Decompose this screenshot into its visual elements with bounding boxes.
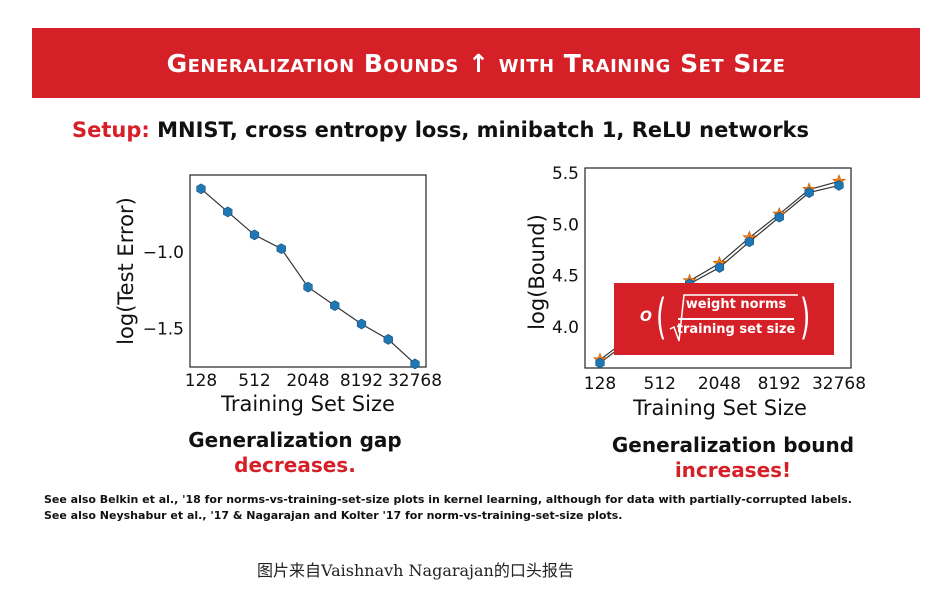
- setup-line: Setup: MNIST, cross entropy loss, miniba…: [72, 118, 809, 142]
- test-error-chart: Training Set Size log(Test Error) 128 512…: [114, 174, 442, 416]
- bound-xtick-label: 8192: [758, 374, 801, 394]
- test-error-ytick-label: −1.0: [143, 243, 184, 263]
- left-caption-line2: decreases.: [234, 453, 356, 477]
- test-error-hex-point: [223, 206, 233, 218]
- bound-ytick-label: 5.0: [552, 215, 579, 235]
- test-error-hex-point: [196, 183, 206, 195]
- test-error-hex-point: [330, 300, 340, 311]
- test-error-hex-point: [276, 243, 286, 255]
- bound-hex-point: [744, 236, 755, 248]
- reference-line-1: See also Belkin et al., '18 for norms-vs…: [44, 493, 852, 506]
- setup-text: MNIST, cross entropy loss, minibatch 1, …: [149, 118, 810, 142]
- test-error-ylabel: log(Test Error): [114, 197, 138, 345]
- bound-plot-frame: [584, 167, 852, 369]
- bound-xlabel: Training Set Size: [632, 396, 807, 420]
- bound-ytick-label: 4.0: [552, 318, 579, 338]
- test-error-xtick-label: 2048: [286, 371, 329, 391]
- sqrt-icon: [669, 294, 798, 342]
- test-error-xtick-label: 32768: [388, 371, 442, 391]
- test-error-series-line: [200, 188, 416, 365]
- big-o-symbol: O: [640, 309, 652, 325]
- bound-xtick-label: 32768: [812, 374, 866, 394]
- test-error-hex-point: [383, 334, 393, 345]
- test-error-plot-frame: [189, 174, 427, 368]
- bound-ytick-label: 5.5: [552, 164, 579, 184]
- fraction-bar: [678, 318, 794, 320]
- test-error-ytick-label: −1.5: [143, 320, 184, 340]
- right-paren: ): [800, 289, 811, 345]
- left-caption: Generalization gap decreases.: [160, 428, 430, 478]
- slide-title: Generalization Bounds ↑ with Training Se…: [166, 48, 786, 78]
- bound-xtick-label: 2048: [698, 374, 741, 394]
- bound-xtick-label: 512: [644, 374, 676, 394]
- test-error-xtick-label: 512: [238, 371, 270, 391]
- test-error-xtick-label: 8192: [340, 371, 383, 391]
- test-error-hex-point: [356, 318, 367, 330]
- test-error-hex-point: [249, 229, 260, 241]
- test-error-xlabel: Training Set Size: [220, 392, 395, 416]
- bound-ylabel: log(Bound): [525, 214, 549, 330]
- image-credit: 图片来自Vaishnavh Nagarajan的口头报告: [257, 561, 574, 580]
- right-caption-line1: Generalization bound: [611, 433, 855, 457]
- bound-hex-point: [714, 262, 725, 273]
- bound-ytick-label: 4.5: [552, 267, 579, 287]
- reference-line-2: See also Neyshabur et al., '17 & Nagaraj…: [44, 509, 623, 522]
- right-caption: Generalization bound increases!: [598, 433, 868, 483]
- test-error-xtick-label: 128: [185, 371, 217, 391]
- bound-chart: Training Set Size log(Bound) 128 512 2048 8…: [525, 164, 866, 420]
- bound-xtick-label: 128: [584, 374, 616, 394]
- title-banner: Generalization Bounds ↑ with Training Se…: [32, 28, 920, 98]
- left-paren: (: [656, 289, 667, 345]
- bound-hex-point: [595, 357, 605, 369]
- setup-label: Setup:: [72, 118, 150, 142]
- bound-hex-point: [774, 211, 784, 223]
- formula-denominator: training set size: [676, 322, 796, 337]
- right-caption-line2: increases!: [674, 458, 792, 482]
- left-caption-line1: Generalization gap: [188, 428, 402, 452]
- references-note: See also Belkin et al., '18 for norms-vs…: [44, 492, 852, 524]
- bound-hex-point: [804, 187, 814, 198]
- bound-hex-point: [834, 180, 844, 191]
- test-error-hex-point: [410, 358, 420, 370]
- formula-numerator: weight norms: [685, 297, 787, 312]
- test-error-hex-point: [303, 281, 313, 293]
- bound-formula-box: O ( weight norms training set size ): [614, 283, 834, 355]
